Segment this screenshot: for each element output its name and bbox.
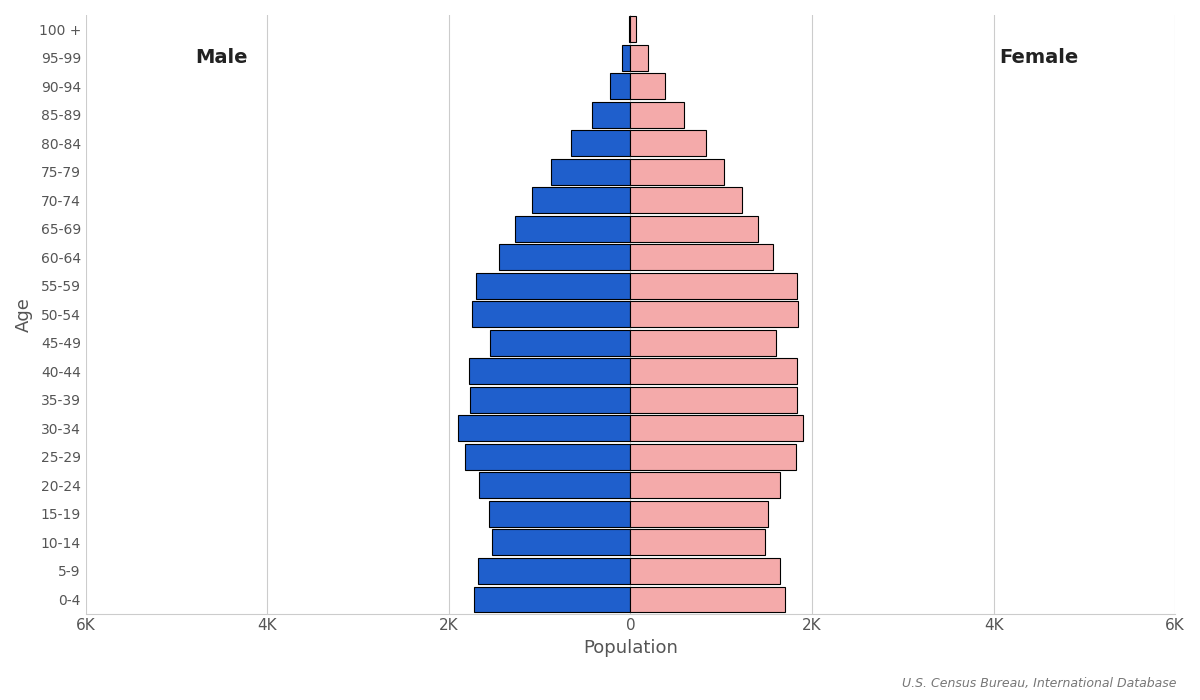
Bar: [630, 501, 768, 526]
Bar: [476, 273, 630, 299]
Bar: [630, 587, 785, 612]
Text: U.S. Census Bureau, International Database: U.S. Census Bureau, International Databa…: [901, 676, 1176, 690]
Bar: [630, 558, 780, 584]
Bar: [466, 444, 630, 470]
Bar: [629, 16, 630, 42]
Bar: [630, 16, 636, 42]
Bar: [630, 273, 797, 299]
Bar: [630, 216, 757, 242]
Bar: [499, 244, 630, 270]
Bar: [630, 45, 648, 71]
Bar: [630, 130, 706, 156]
Bar: [630, 416, 803, 441]
Bar: [630, 387, 797, 412]
Text: Male: Male: [196, 48, 248, 67]
Bar: [630, 444, 796, 470]
Bar: [630, 188, 742, 213]
Bar: [472, 302, 630, 327]
Bar: [479, 473, 630, 498]
Bar: [490, 330, 630, 356]
Bar: [474, 587, 630, 612]
Bar: [630, 302, 798, 327]
Bar: [458, 416, 630, 441]
Bar: [630, 330, 775, 356]
Bar: [478, 558, 630, 584]
Bar: [630, 244, 773, 270]
Bar: [492, 529, 630, 555]
Bar: [623, 45, 630, 71]
Bar: [630, 473, 780, 498]
Bar: [552, 159, 630, 185]
Bar: [469, 358, 630, 384]
Bar: [630, 529, 764, 555]
Bar: [611, 74, 630, 99]
Bar: [469, 387, 630, 412]
Bar: [630, 74, 665, 99]
Bar: [630, 159, 724, 185]
Bar: [488, 501, 630, 526]
Bar: [593, 102, 630, 127]
Bar: [571, 130, 630, 156]
Y-axis label: Age: Age: [14, 297, 32, 332]
Text: Female: Female: [1000, 48, 1079, 67]
Bar: [630, 358, 797, 384]
Bar: [533, 188, 630, 213]
Bar: [515, 216, 630, 242]
Bar: [630, 102, 684, 127]
X-axis label: Population: Population: [583, 639, 678, 657]
